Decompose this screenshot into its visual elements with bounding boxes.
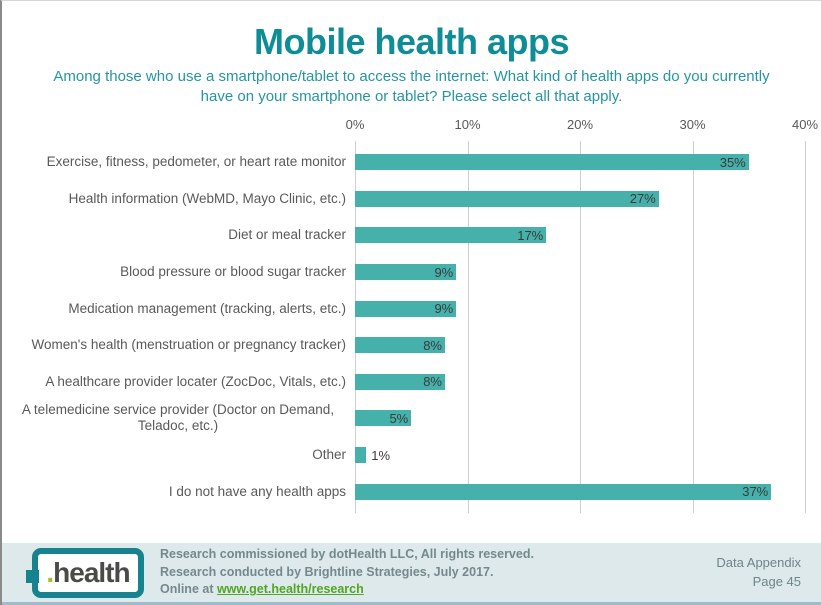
gridline xyxy=(692,141,694,513)
bar-track: 27% xyxy=(355,190,805,207)
bar xyxy=(355,447,367,464)
bar: 17% xyxy=(355,227,547,244)
bar-track: 1% xyxy=(355,447,805,464)
bar-value-label: 37% xyxy=(742,484,769,500)
chart-row: Exercise, fitness, pedometer, or heart r… xyxy=(10,144,805,181)
bar-track: 9% xyxy=(355,264,805,281)
bar: 8% xyxy=(355,373,445,390)
category-label-text: Exercise, fitness, pedometer, or heart r… xyxy=(46,154,346,170)
chart-row: I do not have any health apps 37% xyxy=(10,473,805,510)
logo-tab-icon xyxy=(26,569,39,583)
gridline xyxy=(805,141,806,513)
footer: .health Research commissioned by dotHeal… xyxy=(2,543,821,605)
chart-row: Diet or meal tracker 17% xyxy=(10,217,805,254)
research-credits: Research commissioned by dotHealth LLC, … xyxy=(160,546,534,599)
bar-value-label: 9% xyxy=(434,264,454,280)
bar-value-label: 9% xyxy=(434,301,454,317)
bar-value-label: 5% xyxy=(389,410,409,426)
credit-line-3-prefix: Online at xyxy=(160,582,217,597)
bar: 37% xyxy=(355,483,772,500)
appendix-line-1: Data Appendix xyxy=(716,554,801,570)
research-link[interactable]: www.get.health/research xyxy=(216,582,364,597)
bar-value-label: 17% xyxy=(517,227,544,243)
category-label: Exercise, fitness, pedometer, or heart r… xyxy=(10,154,355,170)
category-label: A telemedicine service provider (Doctor … xyxy=(10,402,355,434)
bar-track: 17% xyxy=(355,227,805,244)
chart-row: Medication management (tracking, alerts,… xyxy=(10,290,805,327)
chart-row: Other 1% xyxy=(10,437,805,474)
bar-value-label: 8% xyxy=(423,374,442,390)
data-appendix-note: Data Appendix Page 45 xyxy=(716,554,801,592)
page-title: Mobile health apps xyxy=(253,21,570,62)
category-label: Other xyxy=(10,447,355,463)
bar-value-label: 8% xyxy=(423,337,442,353)
gridline xyxy=(580,141,581,513)
bar: 5% xyxy=(355,410,412,427)
x-axis-tick-label: 0% xyxy=(345,117,365,132)
bar-track: 37% xyxy=(355,483,805,500)
category-label-text: A telemedicine service provider (Doctor … xyxy=(21,402,335,434)
bar: 9% xyxy=(355,300,457,317)
category-label: Women's health (menstruation or pregnanc… xyxy=(10,337,355,353)
bar-track: 9% xyxy=(355,300,805,317)
logo-dot: . xyxy=(46,556,54,588)
x-axis: 0% 10% 20% 30% 40% xyxy=(346,117,818,137)
category-label-text: A healthcare provider locater (ZocDoc, V… xyxy=(45,373,346,389)
bar: 9% xyxy=(355,264,457,281)
bar-value-label: 35% xyxy=(719,154,746,170)
credit-line-1: Research commissioned by dotHealth LLC, … xyxy=(160,547,534,562)
bar-track: 5% xyxy=(355,410,805,427)
category-label: Medication management (tracking, alerts,… xyxy=(10,301,355,317)
category-label-text: Medication management (tracking, alerts,… xyxy=(68,300,346,316)
credit-line-3: Online at www.get.health/research xyxy=(160,581,534,599)
chart-row: Women's health (menstruation or pregnanc… xyxy=(10,327,805,364)
bar: 8% xyxy=(355,337,445,354)
bar: 27% xyxy=(355,190,659,207)
chart-rows: Exercise, fitness, pedometer, or heart r… xyxy=(10,144,805,510)
x-axis-tick-label: 20% xyxy=(566,117,594,132)
credit-line-2: Research conducted by Brightline Strateg… xyxy=(160,564,494,579)
category-label: Health information (WebMD, Mayo Clinic, … xyxy=(10,191,355,207)
gridline xyxy=(355,141,356,513)
bar-value-label: 27% xyxy=(629,191,656,207)
logo-word: health xyxy=(53,556,130,588)
chart-row: A healthcare provider locater (ZocDoc, V… xyxy=(10,364,805,401)
category-label-text: Blood pressure or blood sugar tracker xyxy=(120,263,346,279)
category-label-text: Other xyxy=(312,446,346,462)
gridline xyxy=(467,141,469,513)
bar: 35% xyxy=(355,154,749,171)
category-label-text: Diet or meal tracker xyxy=(228,227,346,243)
bar-track: 35% xyxy=(355,154,805,171)
bar-track: 8% xyxy=(355,373,805,390)
chart-subtitle-question: Among those who use a smartphone/tablet … xyxy=(53,68,770,106)
bar-track: 8% xyxy=(355,337,805,354)
category-label: Blood pressure or blood sugar tracker xyxy=(10,264,355,280)
chart-row: A telemedicine service provider (Doctor … xyxy=(10,400,805,437)
category-label: I do not have any health apps xyxy=(10,484,355,500)
chart-plot-area xyxy=(355,141,806,513)
category-label-text: Health information (WebMD, Mayo Clinic, … xyxy=(68,190,346,206)
category-label-text: I do not have any health apps xyxy=(168,483,346,499)
x-axis-tick-label: 30% xyxy=(679,117,706,132)
x-axis-tick-label: 10% xyxy=(454,117,481,132)
x-axis-tick-label: 40% xyxy=(791,117,819,132)
dot-health-logo: .health xyxy=(26,547,144,598)
bar-value-label: 1% xyxy=(371,447,391,463)
appendix-line-2: Page 45 xyxy=(752,573,801,589)
category-label-text: Women's health (menstruation or pregnanc… xyxy=(31,337,346,353)
category-label: Diet or meal tracker xyxy=(10,227,355,243)
category-label: A healthcare provider locater (ZocDoc, V… xyxy=(10,374,355,390)
chart-row: Health information (WebMD, Mayo Clinic, … xyxy=(10,181,805,218)
chart-row: Blood pressure or blood sugar tracker 9% xyxy=(10,254,805,291)
logo-text: .health xyxy=(46,556,130,588)
